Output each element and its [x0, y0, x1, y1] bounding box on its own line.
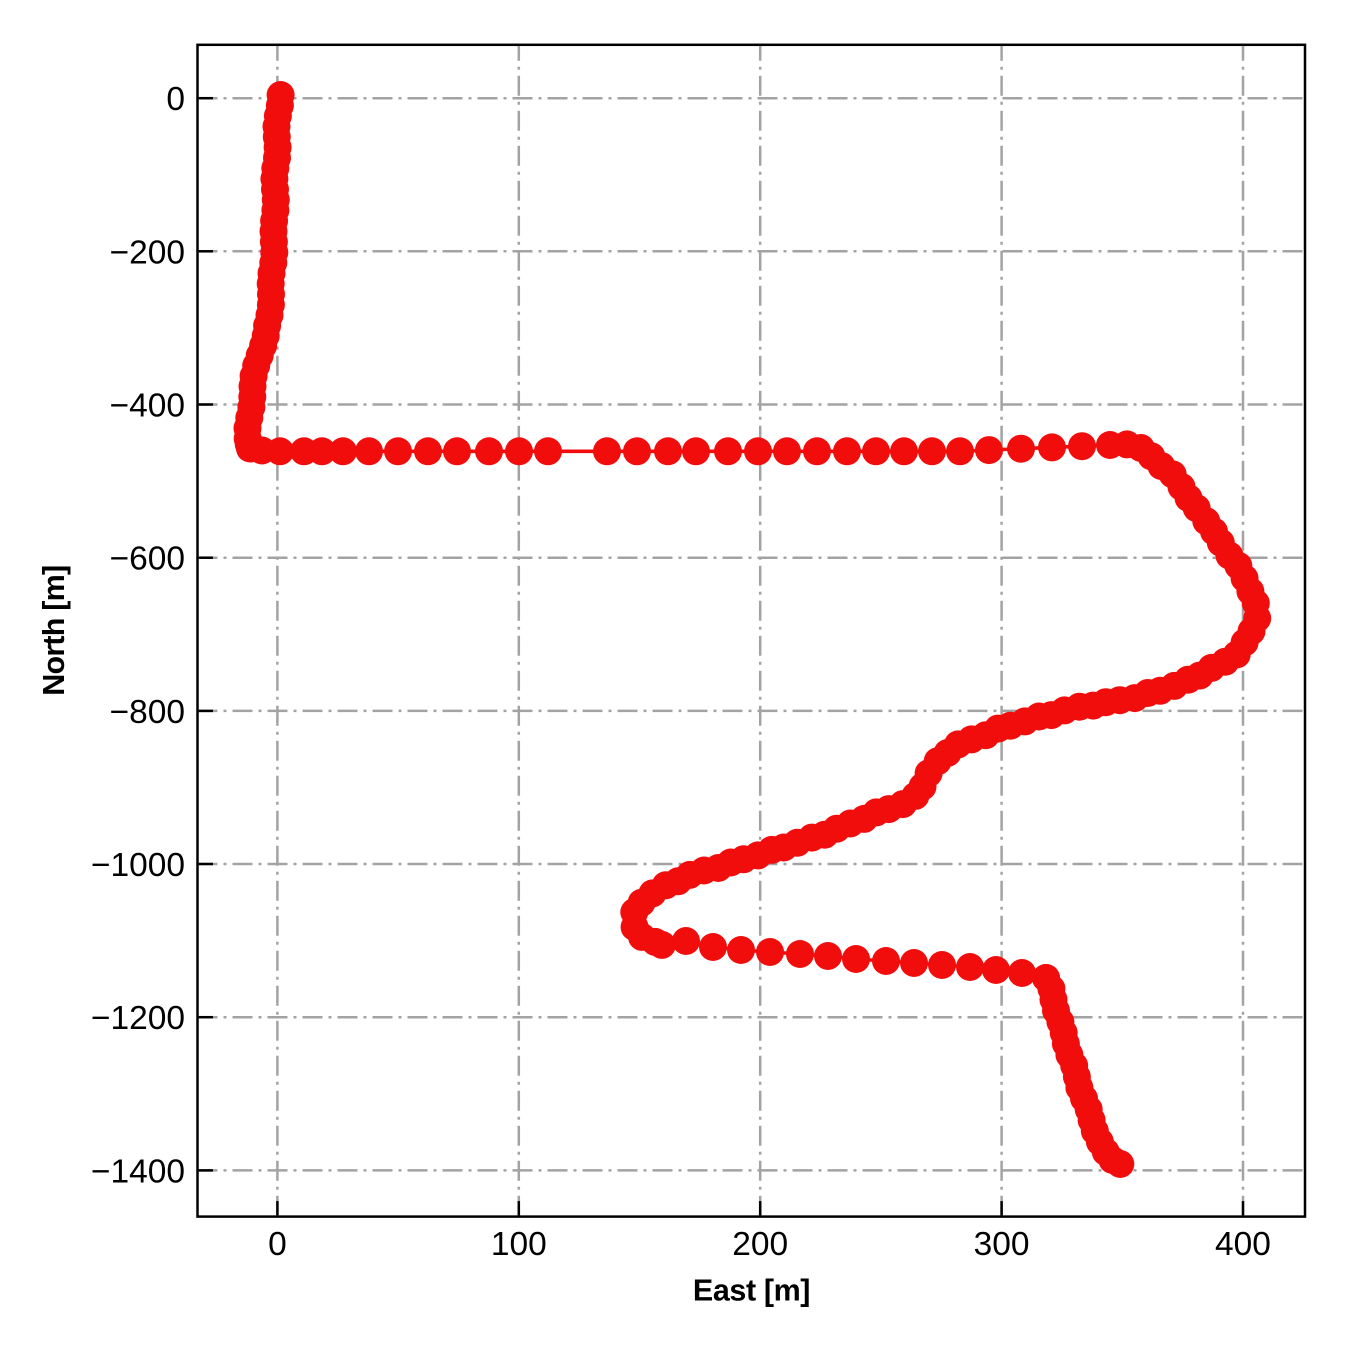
svg-text:100: 100 — [491, 1226, 547, 1263]
svg-text:200: 200 — [732, 1226, 788, 1263]
svg-text:300: 300 — [974, 1226, 1030, 1263]
svg-text:0: 0 — [166, 81, 185, 118]
svg-text:−400: −400 — [110, 388, 185, 425]
svg-text:400: 400 — [1215, 1226, 1271, 1263]
svg-text:0: 0 — [268, 1226, 287, 1263]
svg-text:−1400: −1400 — [91, 1153, 185, 1190]
svg-text:−1200: −1200 — [91, 1000, 185, 1037]
svg-text:−800: −800 — [110, 694, 185, 731]
svg-text:North [m]: North [m] — [37, 566, 71, 696]
svg-text:−200: −200 — [110, 234, 185, 271]
svg-text:−600: −600 — [110, 541, 185, 578]
svg-text:East [m]: East [m] — [693, 1274, 810, 1308]
svg-text:−1000: −1000 — [91, 847, 185, 884]
